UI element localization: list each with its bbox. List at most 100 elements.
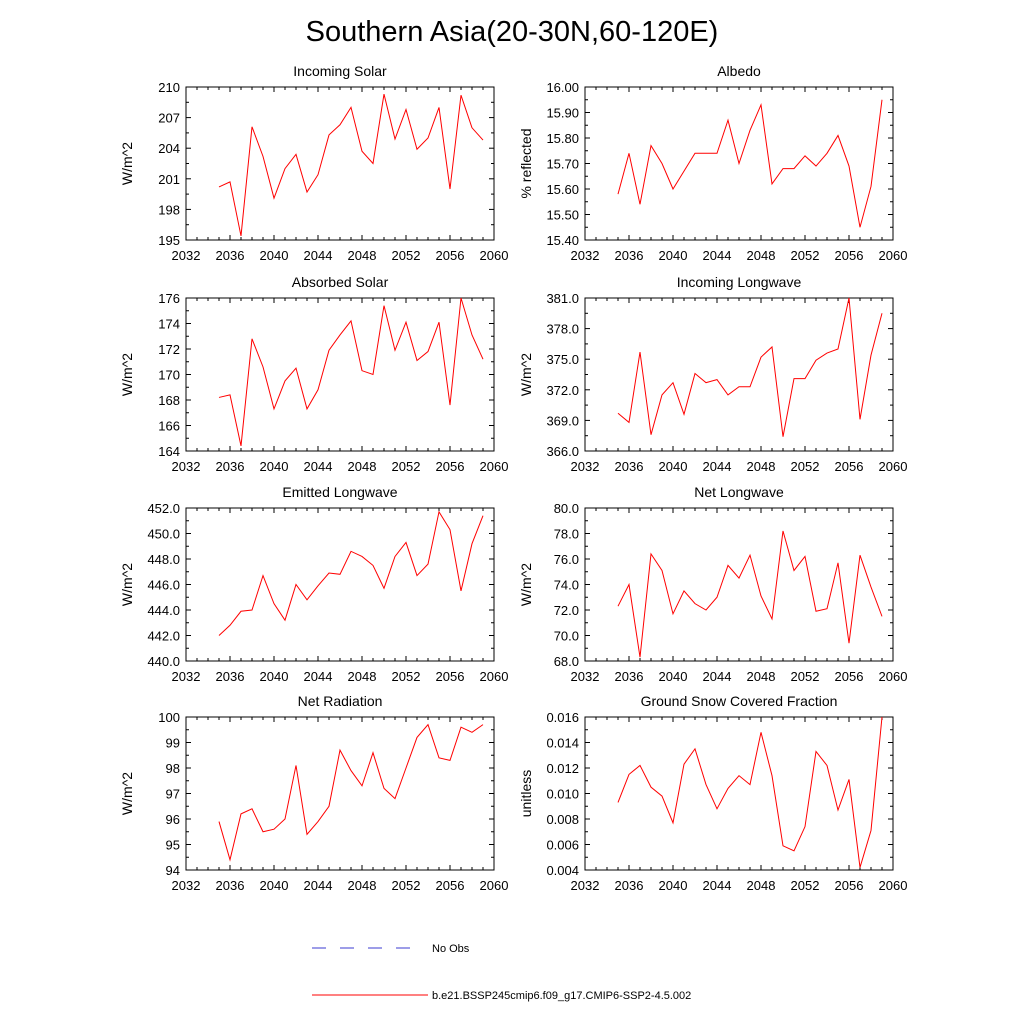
x-tick-label: 2056: [436, 669, 465, 684]
y-tick-label: 78.0: [554, 527, 579, 542]
y-tick-label: 0.012: [546, 761, 579, 776]
y-tick-label: 100: [158, 710, 180, 725]
y-tick-label: 95: [166, 838, 180, 853]
y-tick-label: 74.0: [554, 578, 579, 593]
y-tick-label: 375.0: [546, 352, 579, 367]
x-tick-label: 2052: [392, 669, 421, 684]
x-tick-label: 2044: [304, 669, 333, 684]
x-tick-label: 2040: [260, 878, 289, 893]
y-axis-label: W/m^2: [119, 142, 135, 185]
y-tick-label: 15.40: [546, 233, 579, 248]
x-tick-label: 2044: [304, 248, 333, 263]
x-tick-label: 2060: [480, 878, 509, 893]
y-tick-label: 15.60: [546, 182, 579, 197]
x-tick-label: 2048: [747, 878, 776, 893]
x-tick-label: 2056: [835, 669, 864, 684]
x-tick-label: 2040: [659, 459, 688, 474]
x-tick-label: 2048: [747, 248, 776, 263]
y-tick-label: 0.010: [546, 787, 579, 802]
series-line-absorbed-solar: [218, 297, 484, 447]
y-tick-label: 207: [158, 111, 180, 126]
panel-title: Net Radiation: [298, 693, 383, 709]
series-line-net-radiation: [218, 723, 484, 862]
x-tick-label: 2032: [571, 459, 600, 474]
y-tick-label: 0.016: [546, 710, 579, 725]
y-tick-label: 166: [158, 419, 180, 434]
y-tick-label: 170: [158, 368, 180, 383]
y-tick-label: 99: [166, 736, 180, 751]
x-tick-label: 2052: [392, 459, 421, 474]
panel-title: Incoming Solar: [293, 63, 387, 79]
x-tick-label: 2060: [879, 878, 908, 893]
y-tick-label: 0.008: [546, 812, 579, 827]
x-tick-label: 2032: [571, 878, 600, 893]
y-tick-label: 70.0: [554, 629, 579, 644]
x-tick-label: 2052: [791, 878, 820, 893]
x-tick-label: 2036: [216, 669, 245, 684]
y-axis-label: % reflected: [518, 128, 534, 198]
series-line-ground-snow-covered-fraction: [617, 716, 883, 868]
panel-albedo: Albedo 2032 2036 2040 2044 2048 2052 2056 2060 15…: [518, 63, 907, 263]
y-tick-label: 210: [158, 80, 180, 95]
y-tick-label: 76.0: [554, 552, 579, 567]
y-tick-label: 372.0: [546, 383, 579, 398]
y-tick-label: 440.0: [147, 654, 180, 669]
y-axis-label: W/m^2: [119, 563, 135, 606]
panel-title: Emitted Longwave: [282, 484, 397, 500]
x-tick-label: 2052: [392, 248, 421, 263]
x-tick-label: 2032: [172, 878, 201, 893]
x-tick-label: 2048: [348, 459, 377, 474]
x-tick-label: 2036: [216, 878, 245, 893]
legend-model-label: b.e21.BSSP245cmip6.f09_g17.CMIP6-SSP2-4.…: [432, 990, 691, 1002]
y-tick-label: 176: [158, 291, 180, 306]
y-axis-label: W/m^2: [518, 353, 534, 396]
x-tick-label: 2060: [480, 459, 509, 474]
y-tick-label: 15.80: [546, 131, 579, 146]
y-tick-label: 164: [158, 444, 180, 459]
x-tick-label: 2052: [791, 459, 820, 474]
x-tick-label: 2032: [571, 248, 600, 263]
series-line-albedo: [617, 99, 883, 228]
x-tick-label: 2060: [879, 248, 908, 263]
panel-ground-snow-covered-fraction: Ground Snow Covered Fraction 2032 2036 2040…: [518, 693, 907, 893]
panel-emitted-longwave: Emitted Longwave 2032 2036 2040 2044 2048 2052…: [119, 484, 508, 684]
y-tick-label: 195: [158, 233, 180, 248]
x-tick-label: 2036: [216, 459, 245, 474]
y-tick-label: 96: [166, 812, 180, 827]
x-tick-label: 2048: [747, 669, 776, 684]
x-tick-label: 2048: [348, 248, 377, 263]
x-tick-label: 2044: [304, 878, 333, 893]
y-tick-label: 450.0: [147, 527, 180, 542]
x-tick-label: 2040: [659, 248, 688, 263]
y-tick-label: 452.0: [147, 501, 180, 516]
y-tick-label: 168: [158, 393, 180, 408]
y-tick-label: 174: [158, 317, 180, 332]
x-tick-label: 2060: [879, 669, 908, 684]
y-tick-label: 98: [166, 761, 180, 776]
panel-title: Ground Snow Covered Fraction: [641, 693, 838, 709]
x-tick-label: 2044: [304, 459, 333, 474]
y-tick-label: 378.0: [546, 322, 579, 337]
y-tick-label: 0.006: [546, 838, 579, 853]
y-axis-label: unitless: [518, 770, 534, 817]
y-tick-label: 204: [158, 141, 180, 156]
legend-obs-label: No Obs: [432, 943, 470, 955]
y-axis-label: W/m^2: [518, 563, 534, 606]
figure-title: Southern Asia(20-30N,60-120E): [306, 16, 719, 48]
x-tick-label: 2040: [659, 878, 688, 893]
x-tick-label: 2036: [615, 878, 644, 893]
y-tick-label: 448.0: [147, 552, 180, 567]
y-tick-label: 15.90: [546, 106, 579, 121]
y-tick-label: 80.0: [554, 501, 579, 516]
y-tick-label: 94: [166, 863, 180, 878]
panel-title: Absorbed Solar: [292, 274, 389, 290]
y-tick-label: 68.0: [554, 654, 579, 669]
x-tick-label: 2036: [615, 459, 644, 474]
y-tick-label: 172: [158, 342, 180, 357]
y-tick-label: 369.0: [546, 413, 579, 428]
panel-net-radiation: Net Radiation 2032 2036 2040 2044 2048 2052 205…: [119, 693, 508, 893]
panel-title: Albedo: [717, 63, 761, 79]
x-tick-label: 2048: [348, 669, 377, 684]
x-tick-label: 2044: [703, 669, 732, 684]
